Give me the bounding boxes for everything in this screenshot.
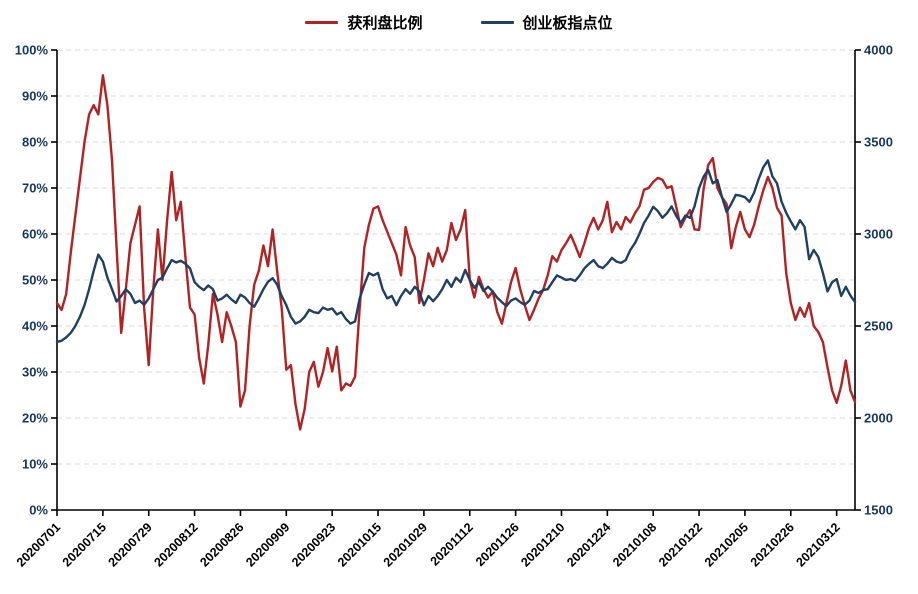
y-right-tick-label: 3000 <box>864 227 893 242</box>
x-tick-label: 20201210 <box>518 520 567 569</box>
y-right-tick-label: 2000 <box>864 411 893 426</box>
x-tick-label: 20200715 <box>60 520 109 569</box>
y-left-tick-label: 0% <box>29 503 48 518</box>
y-right-tick-label: 3500 <box>864 135 893 150</box>
x-axis-labels: 2020070120200715202007292020081220200826… <box>14 520 843 569</box>
x-tick-label: 20200826 <box>197 520 246 569</box>
y-left-tick-label: 60% <box>22 227 48 242</box>
x-tick-label: 20210122 <box>656 520 705 569</box>
y-left-tick-label: 90% <box>22 89 48 104</box>
axes <box>51 49 861 516</box>
x-tick-label: 20201126 <box>473 520 522 569</box>
x-tick-label: 20210312 <box>794 520 843 569</box>
y-left-tick-label: 30% <box>22 365 48 380</box>
y-right-tick-label: 2500 <box>864 319 893 334</box>
y-axis-left-labels: 0% 10% 20% 30% 40% 50% 60% 70% 80% 90% 100% <box>15 43 49 518</box>
y-left-tick-label: 20% <box>22 411 48 426</box>
series-line-profit-ratio <box>55 74 857 431</box>
x-tick-label: 20210205 <box>702 520 751 569</box>
x-tick-label: 20200909 <box>243 520 292 569</box>
y-left-tick-label: 80% <box>22 135 48 150</box>
y-left-tick-label: 10% <box>22 457 48 472</box>
x-tick-label: 20201224 <box>564 520 613 569</box>
x-tick-label: 20201029 <box>381 520 430 569</box>
series-line-chinext-index <box>55 159 857 344</box>
x-tick-label: 20210226 <box>748 520 797 569</box>
y-left-tick-label: 100% <box>15 43 49 58</box>
x-tick-label: 20201015 <box>335 520 384 569</box>
x-tick-label: 20201112 <box>428 520 476 568</box>
x-tick-label: 20200812 <box>151 520 200 569</box>
x-tick-label: 20210108 <box>610 520 659 569</box>
x-tick-label: 20200701 <box>14 520 63 569</box>
x-tick-label: 20200923 <box>289 520 338 569</box>
y-right-tick-label: 1500 <box>864 503 893 518</box>
y-right-tick-label: 4000 <box>864 43 893 58</box>
x-tick-label: 20200729 <box>106 520 155 569</box>
y-left-tick-label: 40% <box>22 319 48 334</box>
series-lines <box>55 74 857 431</box>
y-left-tick-label: 50% <box>22 273 48 288</box>
y-left-tick-label: 70% <box>22 181 48 196</box>
gridlines <box>57 49 855 465</box>
y-axis-right-labels: 1500 2000 2500 3000 3500 4000 <box>864 43 893 518</box>
